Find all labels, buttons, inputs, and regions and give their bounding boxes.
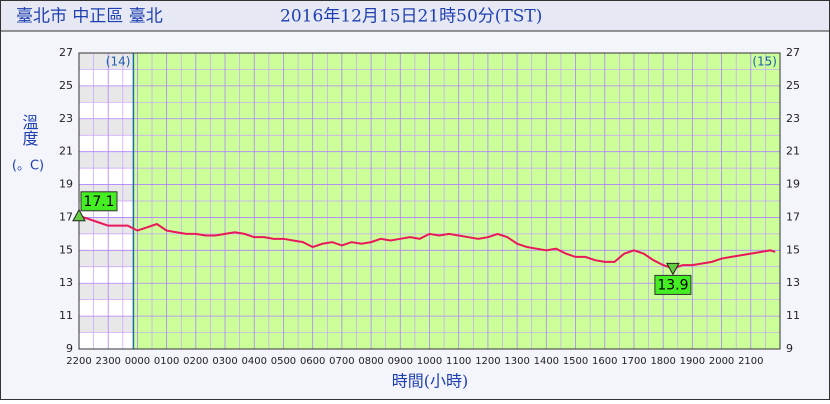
plot-border bbox=[78, 52, 781, 350]
y-tick-label: 23 bbox=[59, 112, 73, 125]
temperature-line bbox=[78, 214, 776, 270]
x-tick-label: 1200 bbox=[475, 356, 500, 367]
y-tick-label: 19 bbox=[59, 178, 73, 191]
chart-title: 2016年12月15日21時50分(TST) bbox=[280, 7, 542, 27]
x-tick-label: 0300 bbox=[212, 356, 237, 367]
header bbox=[1, 1, 829, 31]
day-label: (14) bbox=[106, 55, 131, 69]
x-tick-label: 1600 bbox=[592, 356, 617, 367]
y-tick-label: 25 bbox=[59, 79, 73, 92]
x-tick-label: 0200 bbox=[183, 356, 208, 367]
y-tick-label-right: 27 bbox=[786, 46, 800, 59]
x-tick-label: 0900 bbox=[388, 356, 413, 367]
y-tick-label: 17 bbox=[59, 210, 73, 223]
y-axis-label: 溫度 bbox=[20, 114, 39, 146]
stripe bbox=[79, 250, 134, 267]
y-tick-label-right: 19 bbox=[786, 178, 800, 191]
y-tick-label-right: 13 bbox=[786, 276, 800, 289]
x-tick-label: 2100 bbox=[738, 356, 763, 367]
x-tick-label: 1500 bbox=[563, 356, 588, 367]
y-tick-label-right: 25 bbox=[786, 79, 800, 92]
y-tick-label-right: 23 bbox=[786, 112, 800, 125]
x-tick-label: 0600 bbox=[300, 356, 325, 367]
x-tick-label: 1800 bbox=[650, 356, 675, 367]
x-tick-label: 0100 bbox=[154, 356, 179, 367]
y-tick-label-right: 15 bbox=[786, 243, 800, 256]
x-tick-label: 1300 bbox=[504, 356, 529, 367]
x-tick-label: 1900 bbox=[680, 356, 705, 367]
y-tick-label: 15 bbox=[59, 243, 73, 256]
x-tick-label: 1000 bbox=[417, 356, 442, 367]
value-label-box bbox=[80, 191, 118, 212]
x-tick-label: 1100 bbox=[446, 356, 471, 367]
x-tick-label: 1400 bbox=[534, 356, 559, 367]
stripe bbox=[79, 316, 134, 333]
min-marker bbox=[666, 262, 680, 276]
x-tick-label: 0500 bbox=[271, 356, 296, 367]
stripe bbox=[79, 151, 134, 169]
stripe bbox=[79, 283, 134, 300]
x-tick-label: 2300 bbox=[95, 356, 120, 367]
y-tick-label: 9 bbox=[66, 342, 73, 355]
y-axis-unit: (。C) bbox=[12, 159, 44, 174]
max-marker bbox=[72, 208, 86, 222]
value-label-box bbox=[654, 274, 692, 295]
value-label: 17.1 bbox=[83, 194, 114, 210]
x-tick-label: 0800 bbox=[358, 356, 383, 367]
y-tick-label: 27 bbox=[59, 46, 73, 59]
x-tick-label: 0700 bbox=[329, 356, 354, 367]
x-tick-label: 2000 bbox=[709, 356, 734, 367]
stripe bbox=[79, 85, 134, 103]
y-tick-label-right: 11 bbox=[786, 309, 800, 322]
stripe bbox=[79, 118, 134, 136]
stripe bbox=[79, 53, 134, 70]
y-tick-label-right: 17 bbox=[786, 210, 800, 223]
x-tick-label: 2200 bbox=[66, 356, 91, 367]
location: 臺北市 中正區 臺北 bbox=[16, 7, 163, 27]
x-tick-label: 0000 bbox=[125, 356, 150, 367]
y-tick-label-right: 21 bbox=[786, 145, 800, 158]
x-tick-label: 0400 bbox=[242, 356, 267, 367]
x-axis-label: 時間(小時) bbox=[392, 372, 469, 391]
y-tick-label: 11 bbox=[59, 309, 73, 322]
x-tick-label: 1700 bbox=[621, 356, 646, 367]
y-tick-label: 21 bbox=[59, 145, 73, 158]
y-tick-label: 13 bbox=[59, 276, 73, 289]
value-label: 13.9 bbox=[657, 277, 688, 293]
day-label: (15) bbox=[752, 55, 777, 69]
y-tick-label-right: 9 bbox=[786, 342, 793, 355]
